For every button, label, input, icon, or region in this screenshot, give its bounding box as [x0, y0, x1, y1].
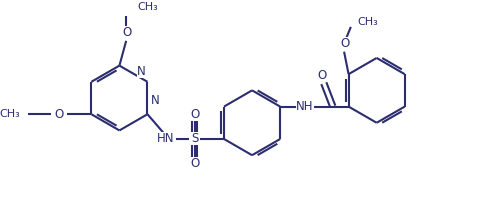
Text: CH₃: CH₃	[137, 2, 158, 12]
Text: O: O	[55, 108, 64, 121]
Text: O: O	[190, 157, 199, 170]
Text: O: O	[122, 26, 131, 39]
Text: N: N	[137, 65, 146, 78]
Text: O: O	[317, 68, 326, 82]
Text: N: N	[151, 94, 160, 107]
Text: CH₃: CH₃	[357, 17, 378, 27]
Text: HN: HN	[157, 132, 174, 145]
Text: O: O	[340, 37, 350, 50]
Text: S: S	[191, 132, 198, 145]
Text: NH: NH	[296, 100, 314, 113]
Text: CH₃: CH₃	[0, 109, 20, 119]
Text: O: O	[190, 108, 199, 121]
